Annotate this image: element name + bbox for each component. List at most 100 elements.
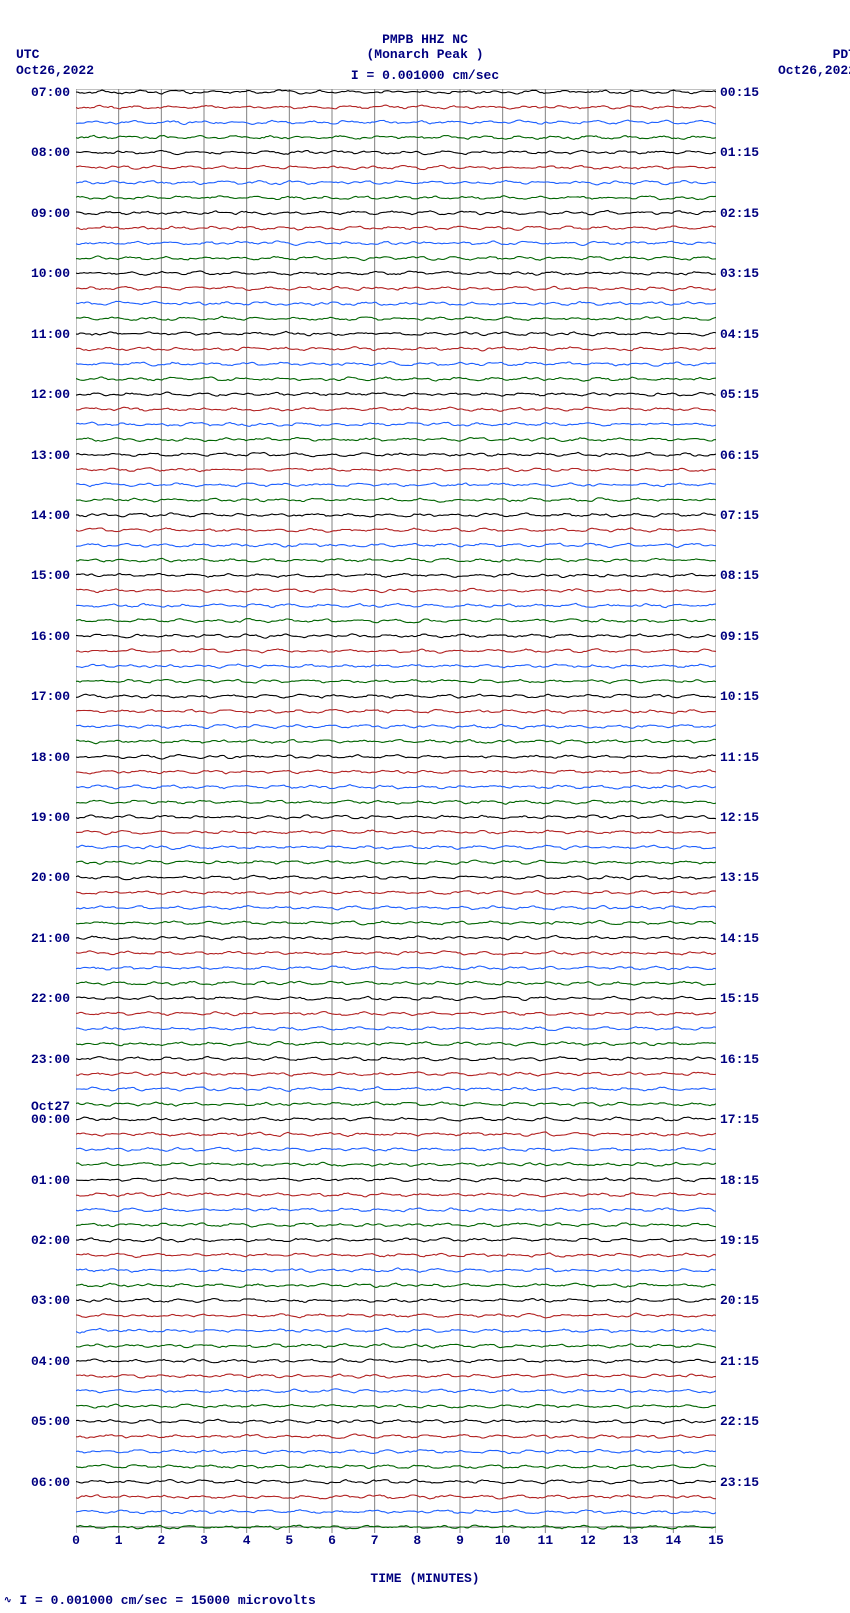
seismic-trace [76,1193,716,1197]
left-tz: UTC [16,47,39,62]
local-time-label: 04:15 [720,328,759,341]
seismic-trace [76,468,716,472]
utc-time-label: 01:00 [0,1174,70,1187]
utc-time-label: 00:00 [0,1113,70,1126]
seismic-trace [76,860,716,864]
seismic-trace [76,196,716,200]
utc-time-label: 07:00 [0,86,70,99]
x-tick-label: 8 [413,1533,421,1548]
seismic-trace [76,664,716,668]
right-timezone-date: PDT Oct26,2022 [778,47,850,78]
seismic-trace [76,1419,716,1423]
seismic-trace [76,407,716,411]
x-tick-label: 14 [666,1533,682,1548]
seismic-trace [76,90,716,94]
seismic-trace [76,739,716,744]
seismic-trace [76,438,716,442]
seismic-trace [76,996,716,1001]
seismic-trace [76,920,716,924]
seismic-trace [76,951,716,955]
seismic-trace [76,1117,716,1121]
local-time-label: 06:15 [720,449,759,462]
seismic-trace [76,619,716,623]
utc-time-label: 10:00 [0,267,70,280]
local-time-label: 05:15 [720,388,759,401]
local-time-label: 01:15 [720,146,759,159]
seismic-trace [76,226,716,230]
seismic-trace [76,1178,716,1182]
utc-time-label: 21:00 [0,932,70,945]
seismic-trace [76,331,716,336]
seismic-trace [76,241,716,246]
seismic-trace [76,588,716,592]
seismic-trace [76,1404,716,1408]
seismic-trace [76,1208,716,1212]
left-timezone-date: UTC Oct26,2022 [16,47,94,78]
x-tick-label: 3 [200,1533,208,1548]
local-time-label: 14:15 [720,932,759,945]
local-time-label: 10:15 [720,690,759,703]
seismic-trace [76,301,716,305]
x-tick-label: 1 [115,1533,123,1548]
seismic-trace [76,724,716,728]
seismic-trace [76,1012,716,1016]
utc-time-label: 13:00 [0,449,70,462]
x-tick-label: 11 [538,1533,554,1548]
x-tick-label: 9 [456,1533,464,1548]
seismic-trace [76,392,716,396]
seismic-trace [76,1072,716,1076]
seismic-trace [76,1102,716,1106]
scale-bar-icon: I [351,68,359,83]
utc-time-label: 02:00 [0,1234,70,1247]
x-tick-label: 2 [157,1533,165,1548]
seismic-trace [76,966,716,970]
seismic-trace [76,1434,716,1438]
utc-time-label: 04:00 [0,1355,70,1368]
local-time-label: 12:15 [720,811,759,824]
x-tick-label: 6 [328,1533,336,1548]
seismogram-plot [76,89,716,1544]
local-time-label: 15:15 [720,992,759,1005]
seismic-trace [76,1268,716,1273]
seismic-trace [76,513,716,517]
local-time-label: 03:15 [720,267,759,280]
utc-time-label: 11:00 [0,328,70,341]
local-time-label: 09:15 [720,630,759,643]
local-time-label: 00:15 [720,86,759,99]
left-date: Oct26,2022 [16,63,94,78]
x-tick-label: 15 [708,1533,724,1548]
seismic-trace [76,543,716,547]
local-time-label: 23:15 [720,1476,759,1489]
utc-time-label: 15:00 [0,569,70,582]
seismic-trace [76,1450,716,1454]
right-tz: PDT [833,47,850,62]
seismic-trace [76,709,716,713]
seismic-trace [76,935,716,940]
utc-time-label: 05:00 [0,1415,70,1428]
seismic-trace [76,165,716,169]
seismic-trace [76,694,716,698]
scale-indicator: I = 0.001000 cm/sec [0,68,850,83]
utc-time-label: 20:00 [0,871,70,884]
seismic-trace [76,210,716,214]
seismic-trace [76,135,716,139]
seismic-trace [76,906,716,910]
seismic-trace [76,362,716,367]
seismic-trace [76,1132,716,1137]
seismic-trace [76,120,716,125]
local-time-label: 11:15 [720,751,759,764]
local-time-label: 13:15 [720,871,759,884]
seismic-trace [76,649,716,654]
seismic-trace [76,498,716,502]
seismogram-container: PMPB HHZ NC (Monarch Peak ) I = 0.001000… [0,0,850,1613]
x-axis-title: TIME (MINUTES) [0,1571,850,1586]
utc-time-label: 16:00 [0,630,70,643]
seismic-trace [76,1328,716,1333]
seismic-trace [76,1027,716,1031]
station-title: PMPB HHZ NC [0,32,850,47]
x-tick-label: 7 [371,1533,379,1548]
utc-time-label: 23:00 [0,1053,70,1066]
utc-time-label: 17:00 [0,690,70,703]
seismic-trace [76,1389,716,1393]
x-tick-label: 10 [495,1533,511,1548]
